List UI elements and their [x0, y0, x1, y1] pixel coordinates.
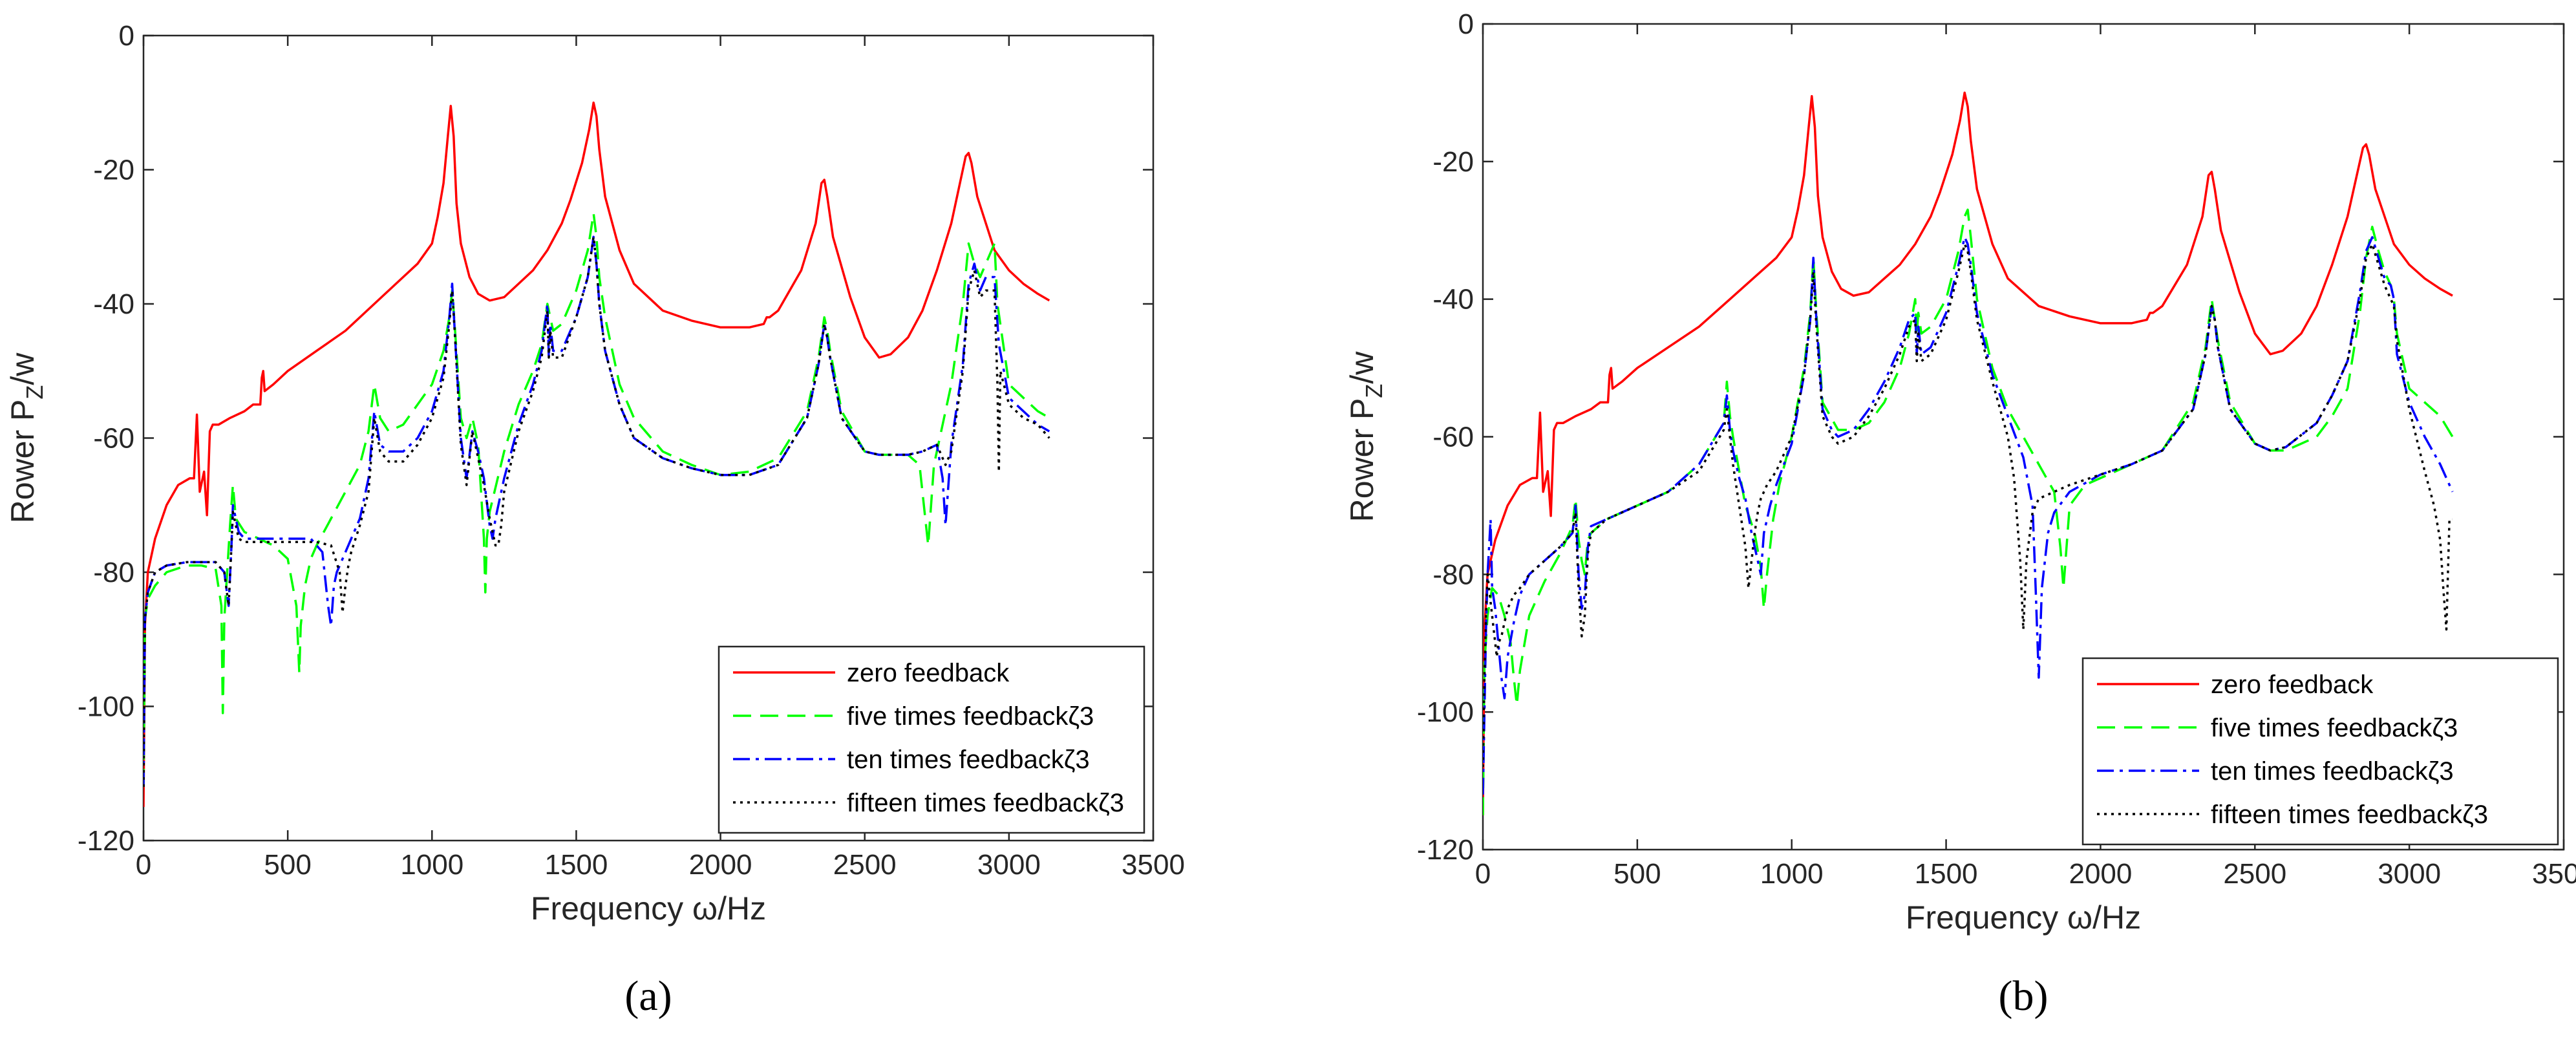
x-tick-label: 3000 [977, 849, 1041, 881]
x-tick-label: 1500 [544, 849, 608, 881]
y-tick-label: 0 [1458, 8, 1474, 40]
legend-box [718, 645, 1145, 834]
y-axis-label-main: Rower P [1344, 398, 1380, 522]
y-tick-label: -20 [93, 155, 134, 186]
x-tick-label: 1000 [400, 849, 463, 881]
y-tick-label: -60 [93, 423, 134, 455]
series-line-zero-feedback [1483, 91, 2453, 815]
y-axis-label: Rower PZ/w [1344, 351, 1387, 522]
legend-entry: fifteen times feedbackζ3 [847, 789, 1124, 817]
chart-panel-a: 0 500 1000 1500 2000 2500 3000 3500 0 -20 -40 -60 -8… [5, 20, 1185, 1020]
x-tick-label: 1000 [1760, 858, 1824, 890]
y-tick-label: 0 [119, 20, 134, 52]
x-tick-label: 2000 [2069, 858, 2132, 890]
panel-label: (a) [624, 972, 672, 1020]
legend-entry: fifteen times feedbackζ3 [2211, 800, 2488, 829]
series-line-five-times [1483, 208, 2454, 815]
y-axis-label-subscript: Z [1361, 384, 1387, 398]
series-line-zero-feedback [144, 102, 1050, 808]
legend-entry: ten times feedbackζ3 [847, 746, 1090, 774]
x-tick-label: 500 [264, 849, 311, 881]
y-tick-label: -80 [1432, 559, 1474, 590]
x-tick-label: 0 [136, 849, 151, 881]
series-line-ten-times [144, 235, 1050, 788]
legend: zero feedback five times feedbackζ3 ten ti… [2081, 657, 2559, 846]
x-tick-label: 500 [1613, 858, 1661, 890]
x-tick-label: 3000 [2378, 858, 2441, 890]
series-group [1483, 91, 2454, 815]
legend-entry: ten times feedbackζ3 [2211, 757, 2454, 786]
x-axis-label: Frequency ω/Hz [1906, 899, 2141, 936]
chart-panel-b: 0 500 1000 1500 2000 2500 3000 3500 0 -20 -40 -60 -8… [1344, 8, 2576, 1020]
y-tick-label: -20 [1432, 146, 1474, 178]
y-tick-label: -100 [78, 691, 134, 723]
legend-entry: zero feedback [847, 659, 1010, 687]
legend-entry: zero feedback [2211, 671, 2374, 699]
legend-entry: five times feedbackζ3 [2211, 714, 2458, 742]
x-tick-label: 2500 [833, 849, 897, 881]
legend-entry: five times feedbackζ3 [847, 702, 1094, 731]
y-tick-label: -40 [93, 288, 134, 320]
x-axis-label: Frequency ω/Hz [531, 890, 766, 927]
y-tick-label: -120 [78, 825, 134, 857]
x-tick-label: 3500 [2532, 858, 2576, 890]
y-axis-label-main: Rower P [5, 400, 41, 524]
y-tick-label: -40 [1432, 284, 1474, 316]
legend: zero feedback five times feedbackζ3 ten ti… [718, 645, 1145, 834]
x-tick-label: 1500 [1915, 858, 1978, 890]
x-tick-label: 3500 [1122, 849, 1185, 881]
series-line-fifteen-times [1483, 242, 2453, 767]
series-group [144, 102, 1050, 808]
x-tick-label: 0 [1475, 858, 1491, 890]
x-tick-label: 2500 [2223, 858, 2286, 890]
panel-label: (b) [1999, 972, 2049, 1020]
y-tick-label: -60 [1432, 422, 1474, 453]
y-tick-label: -120 [1417, 834, 1474, 866]
y-axis-label: Rower PZ/w [5, 352, 48, 524]
y-tick-label: -100 [1417, 696, 1474, 728]
y-axis-label-unit: /w [1344, 351, 1380, 384]
y-axis-label-subscript: Z [21, 385, 48, 400]
y-tick-label: -80 [93, 557, 134, 588]
y-axis-label-unit: /w [5, 352, 41, 385]
x-tick-label: 2000 [689, 849, 752, 881]
